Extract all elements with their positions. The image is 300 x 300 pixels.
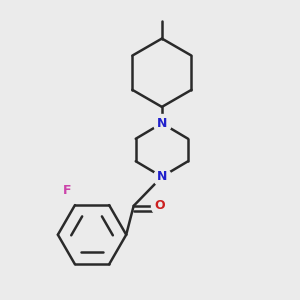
Text: O: O [154,200,165,212]
Text: F: F [62,184,71,197]
Text: N: N [157,117,167,130]
Text: N: N [157,170,167,183]
